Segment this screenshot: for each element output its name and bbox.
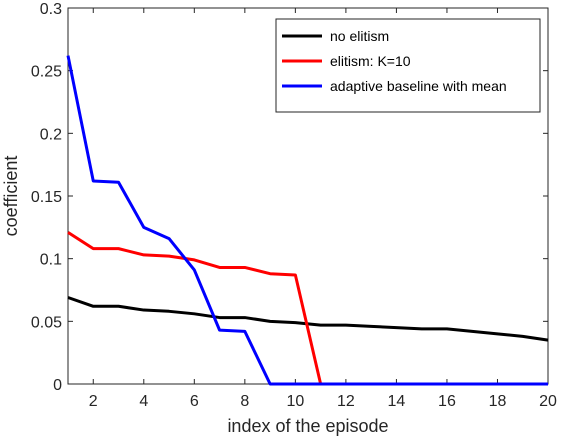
y-tick-label: 0.2 — [40, 126, 62, 143]
x-axis-label: index of the episode — [227, 416, 388, 436]
x-tick-label: 6 — [190, 393, 199, 410]
y-tick-label: 0.15 — [31, 189, 62, 206]
x-tick-label: 4 — [139, 393, 148, 410]
y-tick-label: 0.3 — [40, 1, 62, 18]
x-tick-label: 20 — [539, 393, 557, 410]
x-tick-label: 12 — [337, 393, 355, 410]
x-tick-label: 10 — [286, 393, 304, 410]
legend-label-1: elitism: K=10 — [330, 53, 411, 69]
y-tick-label: 0 — [53, 377, 62, 394]
x-tick-label: 18 — [489, 393, 507, 410]
axis-ticks: 2 4 6 8 10 12 14 16 18 20 0 0.05 0.1 0.15 0.2 0.25 0.3 — [31, 1, 557, 410]
y-tick-label: 0.25 — [31, 64, 62, 81]
x-tick-label: 16 — [438, 393, 456, 410]
y-tick-label: 0.1 — [40, 252, 62, 269]
y-axis-label: coefficient — [1, 156, 21, 237]
legend-label-2: adaptive baseline with mean — [330, 78, 507, 94]
legend: no elitism elitism: K=10 adaptive baseline… — [275, 18, 541, 113]
series-line-2 — [66, 55, 548, 386]
x-tick-label: 8 — [240, 393, 249, 410]
legend-label-0: no elitism — [330, 28, 389, 44]
x-tick-label: 14 — [388, 393, 406, 410]
x-tick-label: 2 — [89, 393, 98, 410]
series-lines — [66, 55, 549, 386]
y-tick-label: 0.05 — [31, 314, 62, 331]
